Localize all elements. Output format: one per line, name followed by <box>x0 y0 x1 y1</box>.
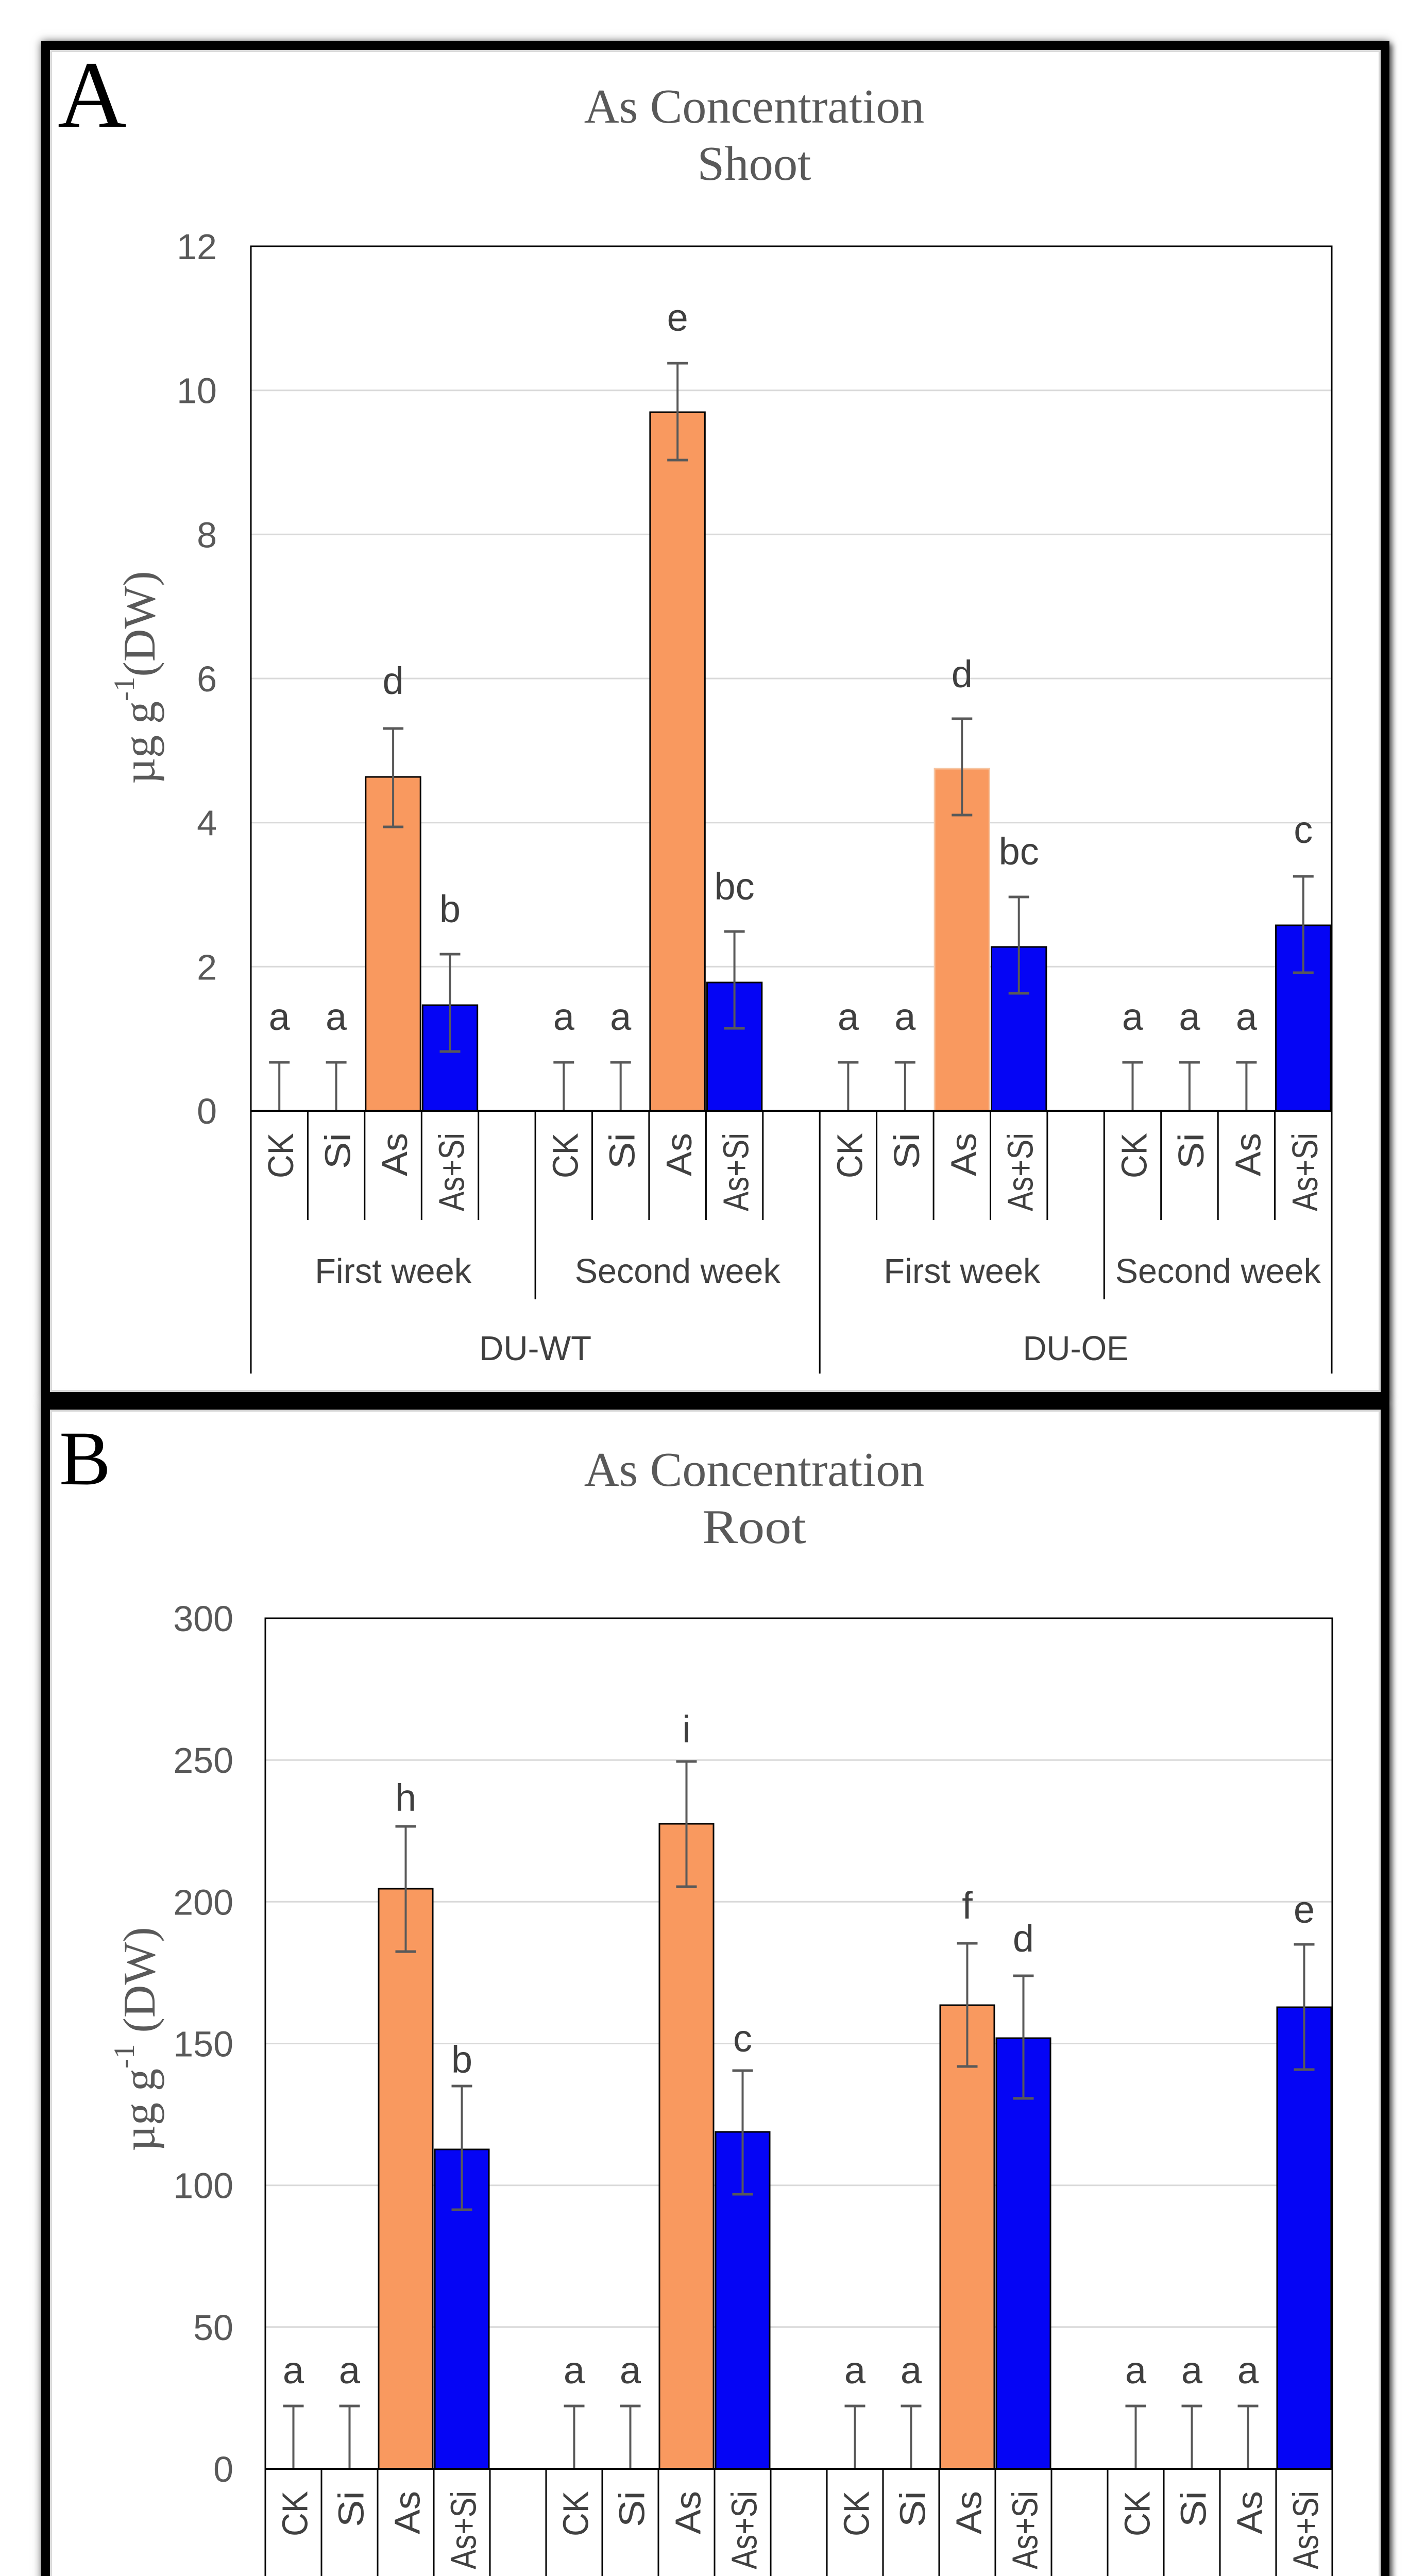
svg-text:a: a <box>269 995 291 1038</box>
svg-text:bc: bc <box>715 865 755 908</box>
svg-text:DU-WT: DU-WT <box>479 1329 591 1368</box>
svg-text:a: a <box>326 995 347 1038</box>
svg-text:d: d <box>383 659 404 702</box>
svg-text:a: a <box>553 995 575 1038</box>
svg-text:As+Si: As+Si <box>1005 2491 1045 2569</box>
svg-text:Second week: Second week <box>575 1252 780 1291</box>
svg-text:CK: CK <box>275 2491 315 2536</box>
svg-text:a: a <box>838 995 859 1038</box>
svg-text:As+Si: As+Si <box>444 2491 484 2569</box>
svg-text:DU-OE: DU-OE <box>1023 1329 1129 1368</box>
svg-text:Root: Root <box>702 1500 806 1554</box>
svg-text:Si: Si <box>893 2491 933 2527</box>
svg-text:c: c <box>1294 808 1313 851</box>
svg-text:As+Si: As+Si <box>1286 2491 1326 2569</box>
svg-text:As: As <box>943 1133 983 1176</box>
svg-text:0: 0 <box>197 1091 217 1131</box>
svg-text:CK: CK <box>556 2491 596 2536</box>
svg-text:a: a <box>620 2349 641 2392</box>
svg-text:bc: bc <box>999 830 1039 873</box>
svg-text:a: a <box>1179 995 1200 1038</box>
svg-text:CK: CK <box>837 2491 877 2536</box>
svg-text:As+Si: As+Si <box>1000 1133 1041 1211</box>
svg-text:As: As <box>1230 2491 1270 2534</box>
svg-text:8: 8 <box>197 515 217 555</box>
svg-text:a: a <box>339 2349 361 2392</box>
svg-text:B: B <box>59 1416 111 1501</box>
svg-text:100: 100 <box>173 2166 233 2206</box>
svg-text:As: As <box>1228 1133 1268 1176</box>
svg-text:a: a <box>610 995 632 1038</box>
svg-text:a: a <box>894 995 916 1038</box>
svg-text:CK: CK <box>261 1133 301 1178</box>
svg-text:12: 12 <box>177 227 217 267</box>
svg-text:h: h <box>395 1776 416 1819</box>
svg-text:As+Si: As+Si <box>432 1133 472 1211</box>
svg-text:As: As <box>668 2491 708 2534</box>
svg-text:50: 50 <box>193 2308 233 2348</box>
svg-text:200: 200 <box>173 1882 233 1922</box>
svg-text:d: d <box>1013 1917 1034 1960</box>
svg-text:First week: First week <box>315 1252 471 1291</box>
svg-text:As Concentration: As Concentration <box>584 80 924 133</box>
svg-text:f: f <box>962 1884 973 1927</box>
svg-text:CK: CK <box>1117 2491 1158 2536</box>
svg-text:Si: Si <box>602 1133 642 1169</box>
svg-text:10: 10 <box>177 371 217 411</box>
svg-text:Si: Si <box>1171 1133 1211 1169</box>
svg-text:e: e <box>1294 1888 1315 1931</box>
svg-text:First week: First week <box>884 1252 1040 1291</box>
svg-text:µg g-1 (DW): µg g-1 (DW) <box>108 1927 165 2151</box>
svg-text:Si: Si <box>612 2491 652 2527</box>
svg-text:b: b <box>439 888 461 930</box>
svg-text:As: As <box>949 2491 989 2534</box>
svg-text:Si: Si <box>318 1133 358 1169</box>
svg-text:a: a <box>564 2349 585 2392</box>
svg-text:Si: Si <box>331 2491 371 2527</box>
svg-text:d: d <box>952 653 973 696</box>
svg-text:i: i <box>682 1708 690 1751</box>
svg-text:a: a <box>283 2349 304 2392</box>
svg-text:CK: CK <box>545 1133 585 1178</box>
svg-text:a: a <box>1122 995 1144 1038</box>
svg-text:CK: CK <box>829 1133 870 1178</box>
svg-text:A: A <box>58 42 127 148</box>
svg-text:a: a <box>1181 2349 1203 2392</box>
svg-text:Si: Si <box>887 1133 927 1169</box>
svg-text:0: 0 <box>213 2449 233 2489</box>
svg-text:a: a <box>1125 2349 1147 2392</box>
svg-text:As: As <box>659 1133 699 1176</box>
svg-text:a: a <box>1237 2349 1259 2392</box>
svg-text:250: 250 <box>173 1740 233 1781</box>
svg-text:b: b <box>451 2038 472 2081</box>
svg-text:Si: Si <box>1174 2491 1214 2527</box>
svg-text:Second week: Second week <box>1115 1252 1321 1291</box>
svg-text:a: a <box>844 2349 866 2392</box>
svg-text:e: e <box>667 296 688 339</box>
svg-text:As+Si: As+Si <box>1285 1133 1325 1211</box>
svg-text:As+Si: As+Si <box>724 2491 765 2569</box>
svg-text:Shoot: Shoot <box>698 137 811 191</box>
svg-text:6: 6 <box>197 659 217 699</box>
svg-text:c: c <box>733 2017 752 2060</box>
svg-text:a: a <box>1236 995 1258 1038</box>
svg-text:300: 300 <box>173 1599 233 1639</box>
svg-text:2: 2 <box>197 947 217 987</box>
svg-text:As+Si: As+Si <box>716 1133 756 1211</box>
svg-text:4: 4 <box>197 803 217 843</box>
svg-text:As: As <box>387 2491 428 2534</box>
svg-text:As: As <box>375 1133 415 1176</box>
svg-text:CK: CK <box>1114 1133 1155 1178</box>
svg-text:µg g-1(DW): µg g-1(DW) <box>108 571 165 784</box>
svg-text:150: 150 <box>173 2024 233 2064</box>
svg-text:As Concentration: As Concentration <box>584 1443 924 1497</box>
svg-text:a: a <box>901 2349 922 2392</box>
